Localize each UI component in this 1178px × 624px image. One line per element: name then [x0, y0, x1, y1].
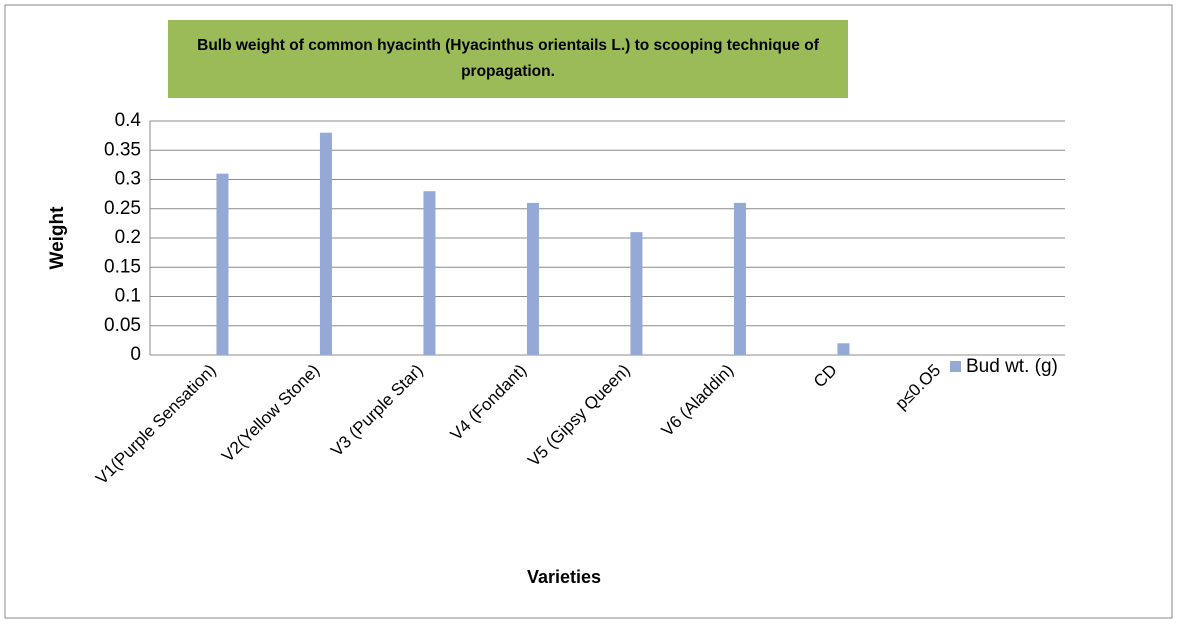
- y-tick-label: 0.25: [104, 198, 141, 219]
- y-tick-label: 0.1: [115, 286, 141, 307]
- bar: [733, 202, 746, 355]
- y-tick-label: 0.4: [115, 110, 142, 131]
- y-tick-label: 0.3: [115, 169, 141, 190]
- bar: [630, 232, 643, 355]
- legend-swatch: [950, 361, 961, 372]
- bar: [319, 132, 332, 355]
- y-tick-label: 0.15: [104, 256, 141, 277]
- chart-border: [4, 4, 1173, 619]
- y-tick-label: 0: [130, 344, 141, 365]
- y-tick-label: 0.2: [115, 227, 141, 248]
- y-tick-label: 0.35: [104, 139, 141, 160]
- bar: [423, 191, 436, 355]
- bar: [837, 343, 850, 355]
- x-axis-label: Varieties: [527, 567, 601, 587]
- chart-title: Bulb weight of common hyacinth (Hyacinth…: [168, 20, 848, 98]
- y-axis-label: Weight: [47, 206, 68, 270]
- bar: [216, 173, 229, 355]
- y-tick-label: 0.05: [104, 315, 141, 336]
- legend-label: Bud wt. (g): [966, 356, 1058, 377]
- bar: [526, 202, 539, 355]
